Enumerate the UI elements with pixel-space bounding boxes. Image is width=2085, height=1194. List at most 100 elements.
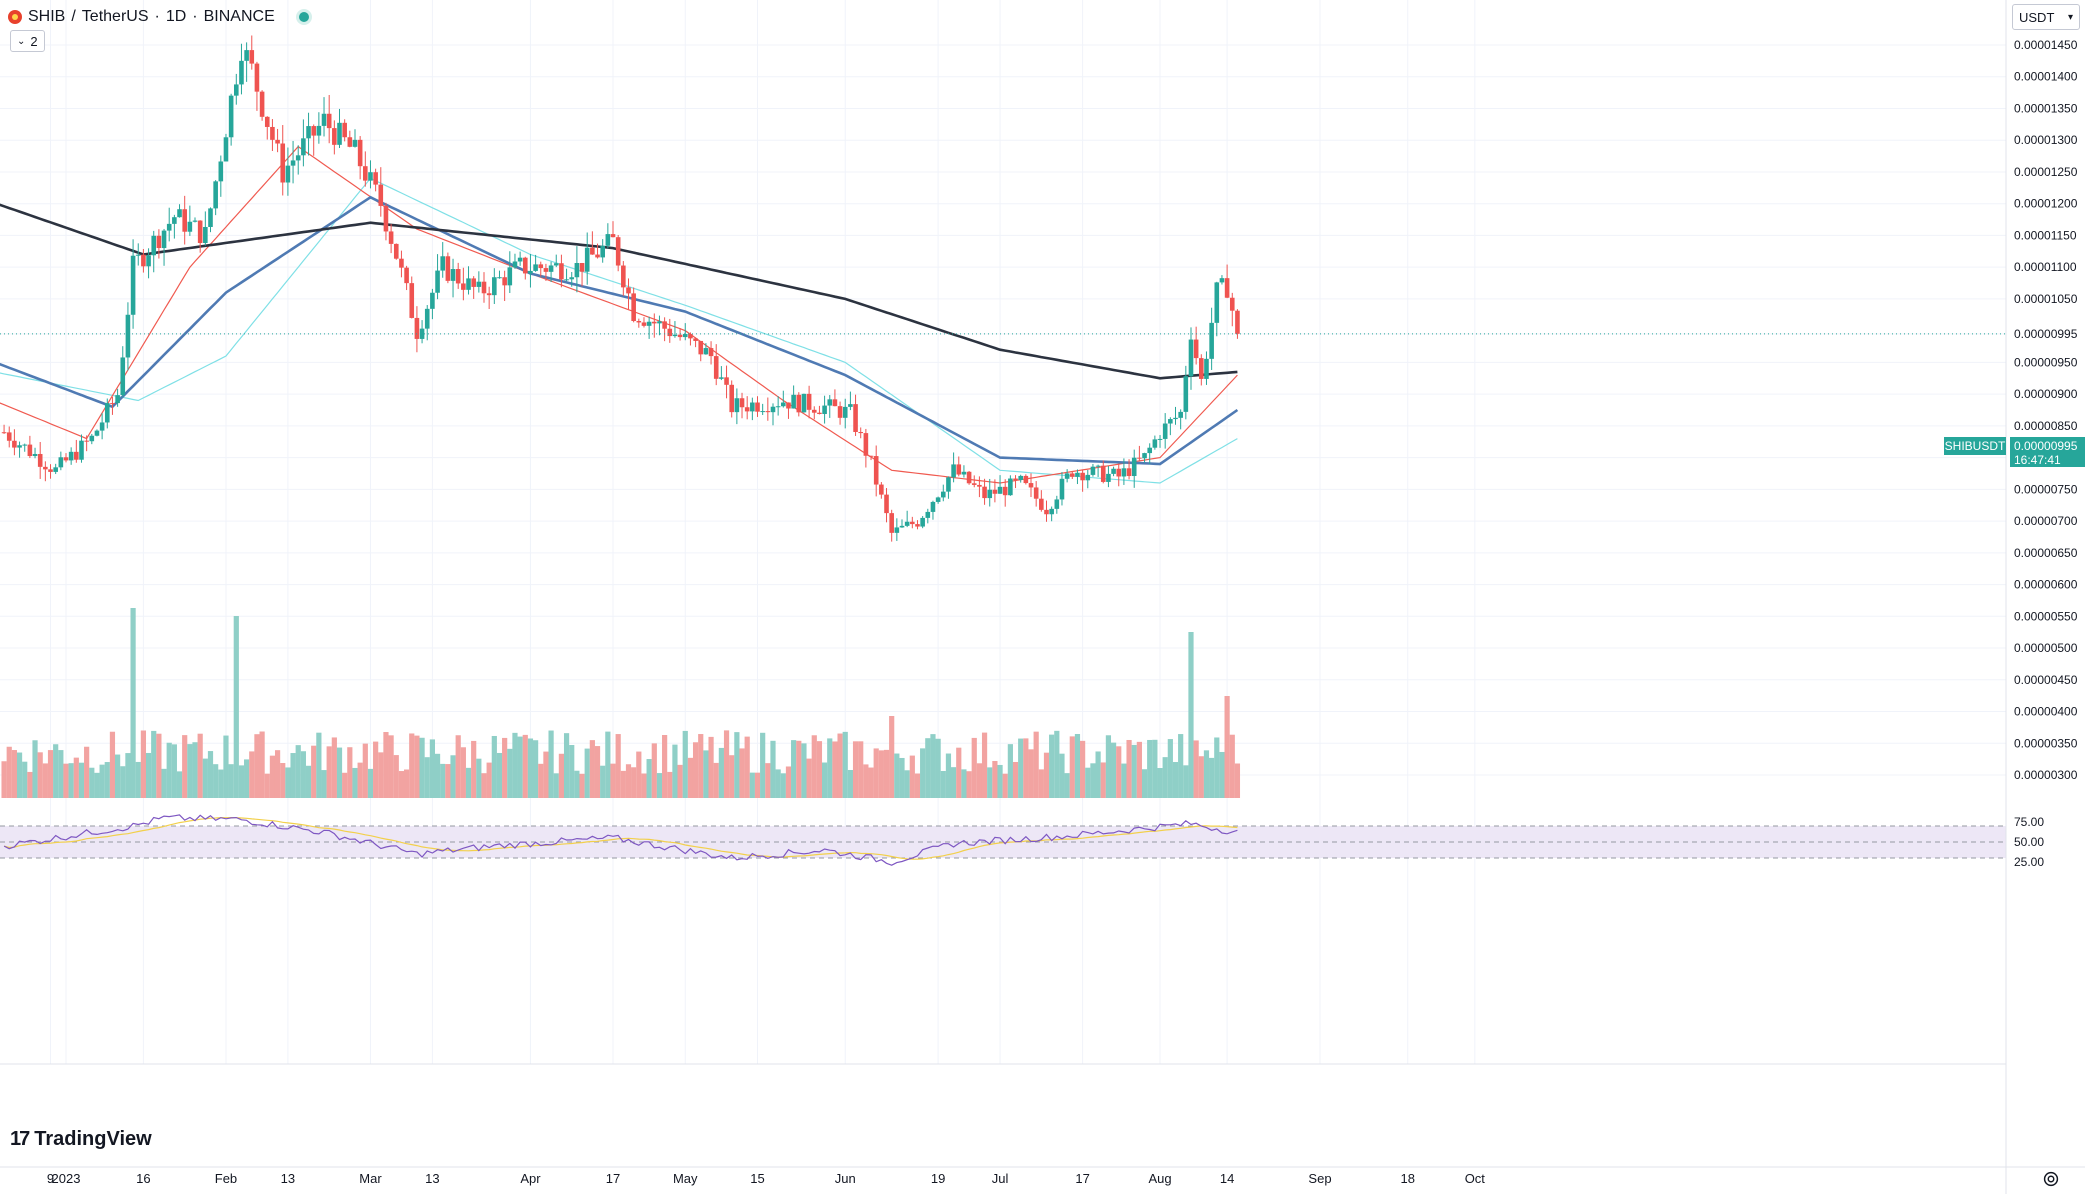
candle-body (899, 525, 905, 528)
volume-bar (6, 746, 12, 798)
candle-body (889, 513, 894, 533)
volume-bar (202, 758, 208, 798)
volume-bar (311, 745, 317, 798)
volume-bar (486, 762, 492, 798)
candle-body (559, 263, 564, 280)
candle-body (543, 268, 549, 272)
candle-body (1008, 478, 1013, 496)
gear-icon[interactable] (2040, 1168, 2062, 1190)
price-tick-label: 0.00001300 (2014, 133, 2078, 147)
candle-body (775, 406, 781, 408)
candle-body (832, 399, 838, 407)
volume-bar (976, 763, 983, 798)
candle-body (1111, 468, 1116, 474)
volume-bar (182, 735, 188, 798)
volume-bar (723, 730, 730, 798)
candle-body (848, 404, 853, 407)
symbol-name[interactable]: SHIB (28, 8, 66, 25)
volume-bar (677, 764, 683, 798)
candle-body (610, 234, 616, 238)
candle-body (522, 257, 528, 274)
candle-body (1121, 468, 1127, 477)
volume-bar (1147, 739, 1153, 798)
candle-body (172, 217, 177, 224)
volume-bar (192, 742, 198, 798)
candle-body (99, 422, 105, 431)
volume-bar (496, 752, 503, 798)
candle-body (388, 231, 394, 244)
candle-body (481, 281, 487, 294)
candle-body (1023, 475, 1029, 484)
volume-bar (594, 746, 601, 798)
price-tag-ticker: SHIBUSDT (1945, 439, 2006, 453)
volume-bar (584, 748, 590, 798)
volume-bar (548, 730, 554, 798)
volume-bar (249, 751, 255, 798)
candle-body (239, 60, 244, 85)
candle-body (476, 281, 482, 287)
volume-bar (11, 750, 17, 798)
volume-bar (398, 771, 405, 798)
volume-bar (1131, 744, 1137, 798)
price-axis[interactable]: 0.00001450 0.00001400 0.00001350 0.00001300… (2014, 38, 2078, 782)
candle-body (1044, 509, 1049, 515)
currency-button[interactable]: USDT ▾ (2012, 4, 2080, 30)
volume-bar (419, 737, 425, 798)
candle-body (332, 128, 337, 145)
volume-bar (930, 734, 936, 798)
time-tick-label: Feb (215, 1171, 237, 1186)
candle-body (966, 471, 972, 484)
volume-bar (920, 748, 926, 798)
candle-body (455, 269, 461, 284)
price-tick-label: 0.00000700 (2014, 514, 2078, 528)
candle-body (956, 464, 962, 475)
price-tick-label: 0.00000900 (2014, 387, 2078, 401)
candle-body (295, 155, 301, 161)
price-tag: SHIBUSDT 0.00000995 16:47:41 (1944, 437, 2085, 467)
volume-bar (909, 755, 915, 798)
candle-body (285, 165, 291, 183)
volume-bar (1059, 753, 1065, 798)
volume-bar (1085, 767, 1091, 798)
candle-body (1002, 486, 1008, 496)
candle-body (1209, 322, 1214, 359)
candle-body (590, 247, 595, 255)
candle-body (37, 453, 43, 467)
tradingview-logo[interactable]: 17 TradingView (10, 1128, 152, 1151)
candle-body (347, 137, 353, 147)
candle-body (208, 208, 213, 227)
volume-bar (1229, 734, 1235, 798)
candle-body (868, 455, 874, 457)
volume-bar (507, 748, 513, 798)
volume-bar (1, 761, 7, 798)
volume-bar (878, 750, 884, 798)
price-tick-label: 0.00000995 (2014, 327, 2078, 341)
time-tick-label: 13 (425, 1171, 439, 1186)
candle-body (357, 139, 363, 167)
volume-bar (858, 741, 864, 798)
volume-bar (1203, 750, 1210, 798)
price-tick-label: 0.00000850 (2014, 419, 2078, 433)
volume-bar (357, 762, 363, 798)
symbol-header[interactable]: SHIB / TetherUS · 1D · BINANCE (8, 6, 309, 28)
interval[interactable]: 1D (165, 8, 187, 25)
candle-body (1214, 282, 1220, 323)
indicators-toggle[interactable]: ⌄ 2 (10, 30, 45, 52)
volume-bar (852, 741, 859, 798)
candle-body (435, 270, 440, 293)
candle-body (414, 317, 420, 339)
volume-bar (336, 747, 343, 798)
volume-bar (997, 764, 1003, 798)
volume-bar (600, 765, 606, 798)
candle-body (306, 126, 311, 139)
candle-body (584, 247, 590, 272)
volume-bar (321, 770, 327, 798)
candle-body (187, 221, 193, 232)
candle-body (920, 517, 925, 527)
candle-body (471, 278, 476, 287)
candle-body (203, 226, 208, 243)
candle-body (904, 521, 910, 526)
candle-body (1173, 417, 1178, 420)
